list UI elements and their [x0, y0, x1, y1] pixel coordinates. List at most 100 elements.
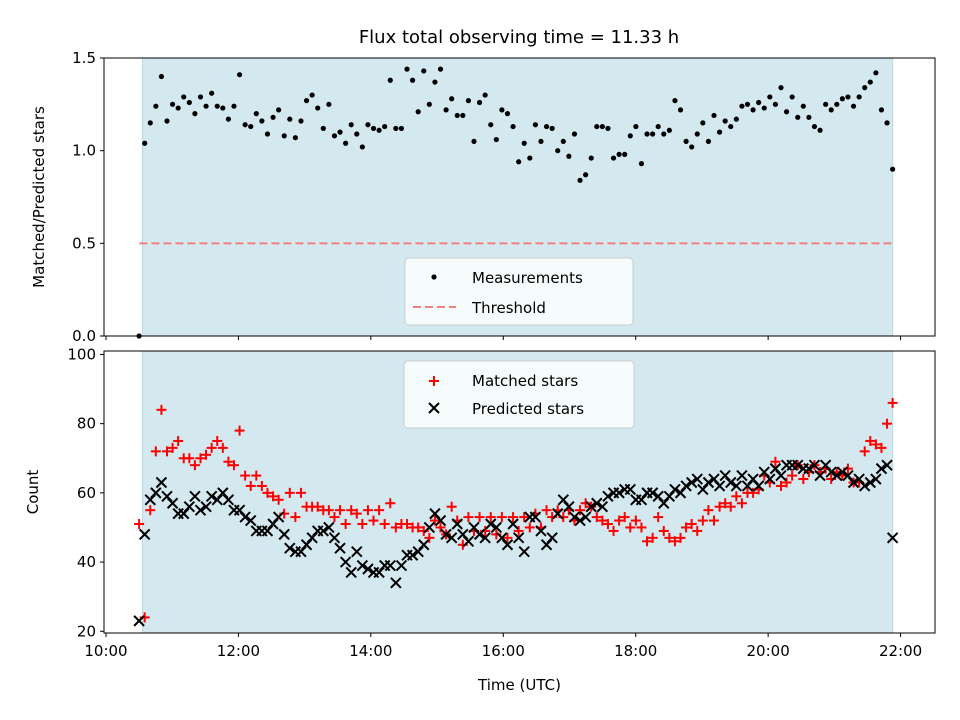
measurement-point [259, 118, 265, 124]
measurement-point [231, 103, 237, 109]
legend-box [404, 257, 634, 326]
predicted-star-stroke-b [864, 476, 877, 489]
predicted-star-stroke-b [429, 507, 441, 520]
predicted-star-stroke-b [222, 494, 235, 506]
measurement-point [493, 136, 499, 143]
predicted-star-point [881, 459, 893, 471]
predicted-star-stroke-b [808, 459, 821, 471]
measurement-point [633, 123, 639, 130]
predicted-star-stroke-b [736, 469, 748, 482]
predicted-star-point [646, 487, 659, 499]
predicted-star-stroke-b [585, 500, 597, 513]
matched-star-point [357, 519, 368, 530]
measurement-point [421, 68, 427, 74]
predicted-star-stroke-b [390, 577, 402, 589]
matched-star-point [134, 519, 145, 530]
measurement-point [504, 111, 511, 117]
predicted-star-stroke-b [272, 511, 285, 523]
predicted-star-stroke-b [451, 518, 463, 530]
legend-box [403, 360, 635, 429]
measurement-point [276, 107, 282, 113]
predicted-star-stroke-b [758, 466, 770, 478]
predicted-star-stroke-b [205, 490, 218, 503]
predicted-star-point [183, 500, 196, 513]
measurement-point [711, 112, 717, 119]
predicted-star-stroke-b [596, 500, 609, 513]
predicted-star-point [870, 473, 882, 485]
matched-star-point [156, 404, 167, 415]
predicted-star-stroke-b [764, 473, 776, 485]
measurement-point [248, 123, 254, 130]
matched-star-point [312, 501, 323, 512]
y-tick-label: 60 [77, 484, 96, 502]
predicted-star-point [205, 490, 218, 503]
matched-star-point [195, 453, 206, 464]
measurement-point [543, 123, 550, 130]
axes-frame [103, 57, 936, 337]
measurement-point [622, 151, 628, 157]
matched-star-point [234, 425, 245, 436]
predicted-star-stroke-b [133, 615, 145, 627]
measurement-point [309, 92, 315, 98]
matched-star-point [368, 515, 379, 526]
predicted-star-point [323, 521, 335, 534]
measurement-point [192, 111, 198, 117]
measurement-point [348, 122, 354, 128]
predicted-star-stroke-b [166, 497, 179, 509]
measurement-point [365, 122, 371, 128]
y-tick-label: 80 [77, 415, 96, 433]
matched-star-point [597, 515, 608, 526]
y-tick-label: 100 [67, 345, 96, 363]
measurement-point [638, 161, 645, 167]
measurement-point [605, 125, 611, 132]
measurement-point [873, 70, 879, 76]
predicted-star-stroke-b [479, 532, 491, 544]
predicted-star-point [278, 528, 290, 541]
matched-star-point [630, 515, 641, 526]
measurement-point [527, 155, 533, 161]
top-legend: Measurements Threshold [404, 257, 634, 326]
measurement-point [320, 125, 326, 132]
predicted-star-point [669, 483, 681, 496]
predicted-star-stroke-b [362, 563, 374, 575]
predicted-star-stroke-b [233, 504, 246, 516]
predicted-star-stroke-b [457, 528, 469, 541]
y-tick-label: 0.0 [72, 327, 96, 345]
predicted-star-stroke-b [334, 542, 346, 554]
matched-star-point [351, 508, 362, 519]
measurement-point [778, 85, 784, 91]
measurement-point [382, 123, 388, 130]
y-tick-label: 20 [77, 622, 96, 640]
measurement-point [482, 92, 488, 98]
matched-star-point [681, 522, 692, 533]
matched-star-point [692, 525, 703, 536]
predicted-star-stroke-b [328, 532, 341, 544]
predicted-star-stroke-b [189, 490, 201, 503]
predicted-star-stroke-b [747, 473, 759, 485]
predicted-star-stroke-b [239, 511, 251, 523]
measurement-point [142, 140, 148, 146]
predicted-star-point [591, 497, 603, 509]
measurement-point [571, 131, 578, 137]
matched-star-point [323, 505, 334, 516]
measurement-point [449, 96, 455, 102]
matched-star-point [463, 512, 474, 523]
chart-title: Flux total observing time = 11.33 h [359, 27, 679, 48]
measurement-point [426, 101, 432, 107]
matched-star-point [653, 512, 664, 523]
predicted-star-point [859, 480, 871, 492]
x-tick-label: 16:00 [482, 642, 525, 660]
predicted-star-stroke-b [669, 483, 681, 496]
matched-star-point [619, 512, 630, 523]
measurement-point [867, 79, 873, 85]
predicted-star-stroke-b [155, 476, 168, 489]
predicted-star-stroke-b [853, 473, 865, 485]
measurement-point [264, 131, 271, 137]
measurement-point [756, 99, 762, 106]
matched-star-point [731, 491, 742, 502]
matched-star-point [658, 525, 669, 536]
matched-star-point [379, 519, 390, 530]
measurement-point [516, 159, 522, 165]
measurement-point [661, 131, 667, 137]
